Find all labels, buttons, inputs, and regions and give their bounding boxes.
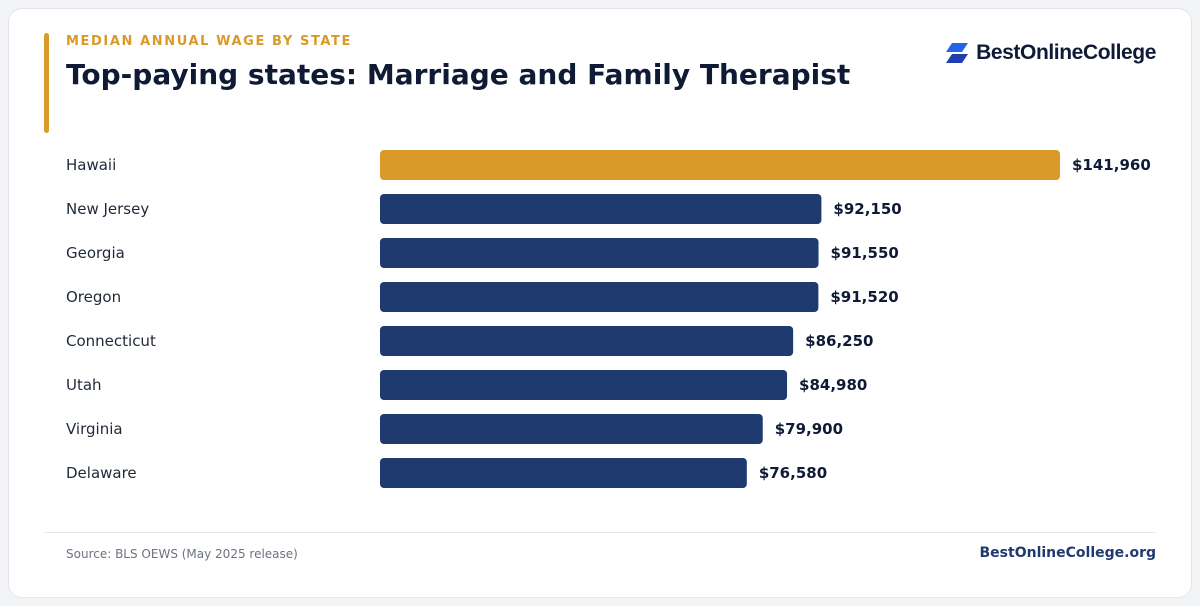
category-label-oregon: Oregon xyxy=(66,288,121,306)
chart-title: Top-paying states: Marriage and Family T… xyxy=(66,58,851,91)
accent-bar xyxy=(44,33,49,133)
category-label-utah: Utah xyxy=(66,376,102,394)
bar-hawaii xyxy=(380,150,1060,180)
category-label-delaware: Delaware xyxy=(66,464,137,482)
value-label-connecticut: $86,250 xyxy=(805,332,873,350)
value-label-oregon: $91,520 xyxy=(830,288,898,306)
bar-new-jersey xyxy=(380,194,822,224)
brand-logo: BestOnlineCollege xyxy=(944,40,1156,66)
category-label-new-jersey: New Jersey xyxy=(66,200,149,218)
value-label-hawaii: $141,960 xyxy=(1072,156,1151,174)
category-label-connecticut: Connecticut xyxy=(66,332,156,350)
logo-text: BestOnlineCollege xyxy=(976,41,1156,64)
stacked-parallelogram-logo-icon xyxy=(946,43,969,63)
bar-virginia xyxy=(380,414,763,444)
bar-georgia xyxy=(380,238,819,268)
site-link[interactable]: BestOnlineCollege.org xyxy=(979,545,1156,561)
value-label-new-jersey: $92,150 xyxy=(833,200,901,218)
source-note: Source: BLS OEWS (May 2025 release) xyxy=(66,547,298,561)
bar-utah xyxy=(380,370,788,400)
chart-eyebrow: MEDIAN ANNUAL WAGE BY STATE xyxy=(66,34,353,49)
category-label-virginia: Virginia xyxy=(66,420,123,438)
value-label-delaware: $76,580 xyxy=(759,464,827,482)
category-label-georgia: Georgia xyxy=(66,244,125,262)
value-label-georgia: $91,550 xyxy=(831,244,899,262)
bar-oregon xyxy=(380,282,819,312)
bar-delaware xyxy=(380,458,747,488)
category-label-hawaii: Hawaii xyxy=(66,156,116,174)
value-label-virginia: $79,900 xyxy=(775,420,843,438)
footer-divider xyxy=(44,532,1156,533)
value-label-utah: $84,980 xyxy=(799,376,867,394)
bar-connecticut xyxy=(380,326,794,356)
